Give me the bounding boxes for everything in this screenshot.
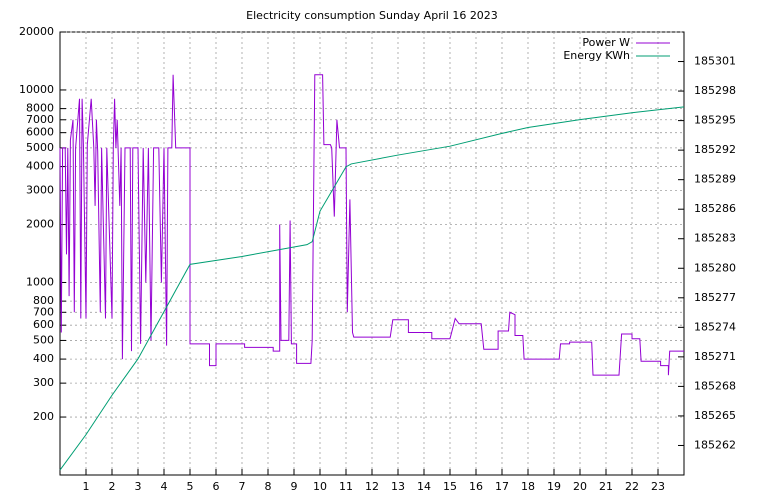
y2-tick-label: 185283 bbox=[694, 232, 736, 245]
x-tick-label: 13 bbox=[391, 480, 405, 493]
x-tick-label: 21 bbox=[599, 480, 613, 493]
x-tick-label: 16 bbox=[469, 480, 483, 493]
x-tick-label: 9 bbox=[291, 480, 298, 493]
y2-tick-label: 185286 bbox=[694, 202, 736, 215]
y2-tick-label: 185277 bbox=[694, 291, 736, 304]
y-tick-label: 700 bbox=[33, 305, 54, 318]
y2-tick-label: 185262 bbox=[694, 438, 736, 451]
x-tick-label: 11 bbox=[339, 480, 353, 493]
x-tick-label: 20 bbox=[573, 480, 587, 493]
y2-tick-label: 185265 bbox=[694, 409, 736, 422]
x-tick-label: 17 bbox=[495, 480, 509, 493]
y2-tick-label: 185271 bbox=[694, 350, 736, 363]
y2-tick-label: 185280 bbox=[694, 261, 736, 274]
y-tick-label: 7000 bbox=[26, 113, 54, 126]
y2-tick-label: 185289 bbox=[694, 173, 736, 186]
y-tick-label: 400 bbox=[33, 352, 54, 365]
y2-tick-label: 185295 bbox=[694, 114, 736, 127]
legend-label: Power W bbox=[582, 36, 630, 49]
x-tick-label: 6 bbox=[213, 480, 220, 493]
chart-title: Electricity consumption Sunday April 16 … bbox=[246, 9, 498, 22]
y2-tick-label: 185268 bbox=[694, 379, 736, 392]
y-tick-label: 3000 bbox=[26, 184, 54, 197]
y-tick-label: 20000 bbox=[19, 25, 54, 38]
y2-tick-label: 185301 bbox=[694, 55, 736, 68]
y-tick-label: 2000 bbox=[26, 218, 54, 231]
y-tick-label: 800 bbox=[33, 294, 54, 307]
y-tick-label: 1000 bbox=[26, 275, 54, 288]
y2-tick-label: 185274 bbox=[694, 320, 736, 333]
legend-label: Energy KWh bbox=[563, 49, 630, 62]
x-tick-label: 10 bbox=[313, 480, 327, 493]
x-tick-label: 19 bbox=[547, 480, 561, 493]
x-tick-label: 3 bbox=[135, 480, 142, 493]
y2-tick-label: 185298 bbox=[694, 84, 736, 97]
x-tick-label: 12 bbox=[365, 480, 379, 493]
y2-tick-label: 185292 bbox=[694, 143, 736, 156]
y-tick-label: 6000 bbox=[26, 126, 54, 139]
x-tick-label: 7 bbox=[239, 480, 246, 493]
x-tick-label: 5 bbox=[187, 480, 194, 493]
y-tick-label: 300 bbox=[33, 376, 54, 389]
y-tick-label: 8000 bbox=[26, 102, 54, 115]
x-tick-label: 14 bbox=[417, 480, 431, 493]
x-tick-label: 1 bbox=[83, 480, 90, 493]
y-tick-label: 600 bbox=[33, 318, 54, 331]
x-tick-label: 2 bbox=[109, 480, 116, 493]
x-tick-label: 23 bbox=[651, 480, 665, 493]
y-tick-label: 5000 bbox=[26, 141, 54, 154]
series-line bbox=[59, 106, 685, 471]
y-tick-label: 500 bbox=[33, 333, 54, 346]
y-tick-label: 4000 bbox=[26, 160, 54, 173]
y-tick-label: 10000 bbox=[19, 83, 54, 96]
x-tick-label: 22 bbox=[625, 480, 639, 493]
x-tick-label: 18 bbox=[521, 480, 535, 493]
x-tick-label: 15 bbox=[443, 480, 457, 493]
series-line bbox=[59, 74, 684, 376]
x-tick-label: 8 bbox=[265, 480, 272, 493]
x-tick-label: 4 bbox=[161, 480, 168, 493]
y-tick-label: 200 bbox=[33, 410, 54, 423]
